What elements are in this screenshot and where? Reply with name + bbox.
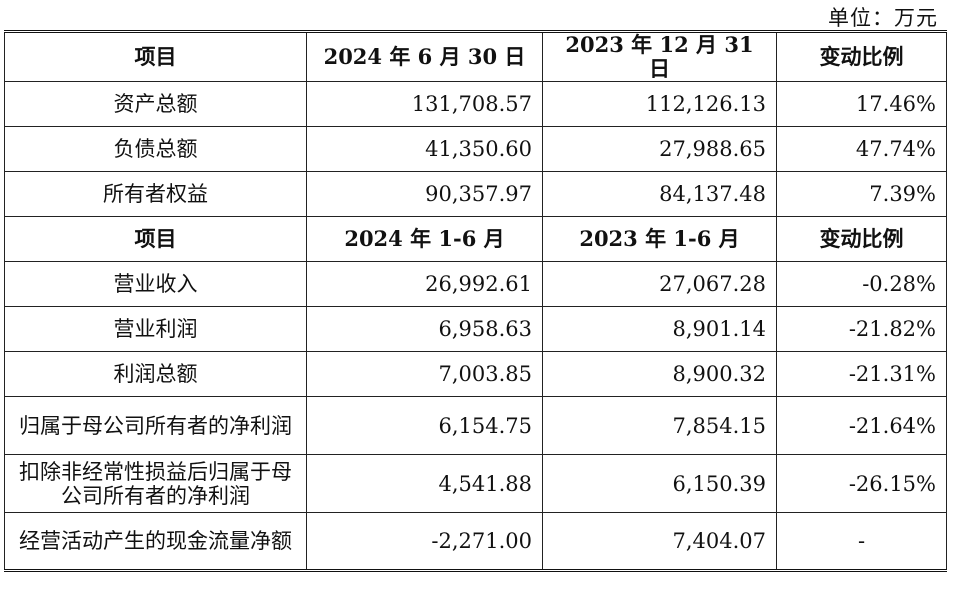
value-2024: 41,350.60 xyxy=(306,126,543,172)
header-item: 项目 xyxy=(4,216,307,262)
header-2024-h1: 2024 年 1-6 月 xyxy=(306,216,543,262)
income-header-row: 项目 2024 年 1-6 月 2023 年 1-6 月 变动比例 xyxy=(4,216,947,262)
value-2024: -2,271.00 xyxy=(306,512,543,571)
value-2023: 112,126.13 xyxy=(542,81,777,127)
header-change-ratio: 变动比例 xyxy=(776,216,947,262)
row-label: 资产总额 xyxy=(4,81,307,127)
value-2024: 6,958.63 xyxy=(306,306,543,352)
table-row: 营业收入 26,992.61 27,067.28 -0.28% xyxy=(4,261,947,307)
row-label: 扣除非经常性损益后归属于母公司所有者的净利润 xyxy=(4,454,307,513)
change-ratio: 47.74% xyxy=(776,126,947,172)
change-ratio: -26.15% xyxy=(776,454,947,513)
value-2023: 27,067.28 xyxy=(542,261,777,307)
row-label: 所有者权益 xyxy=(4,171,307,217)
value-2023: 84,137.48 xyxy=(542,171,777,217)
value-2023: 8,900.32 xyxy=(542,351,777,397)
row-label: 负债总额 xyxy=(4,126,307,172)
table-row: 营业利润 6,958.63 8,901.14 -21.82% xyxy=(4,306,947,352)
change-ratio: -0.28% xyxy=(776,261,947,307)
balance-header-row: 项目 2024 年 6 月 30 日 2023 年 12 月 31 日 变动比例 xyxy=(4,31,947,82)
row-label: 利润总额 xyxy=(4,351,307,397)
row-label: 归属于母公司所有者的净利润 xyxy=(4,396,307,455)
row-label: 营业利润 xyxy=(4,306,307,352)
value-2023: 7,404.07 xyxy=(542,512,777,571)
table-row: 负债总额 41,350.60 27,988.65 47.74% xyxy=(4,126,947,172)
table-row: 经营活动产生的现金流量净额 -2,271.00 7,404.07 - xyxy=(4,512,947,571)
value-2024: 131,708.57 xyxy=(306,81,543,127)
unit-label: 单位：万元 xyxy=(828,6,938,30)
value-2024: 90,357.97 xyxy=(306,171,543,217)
table-row: 所有者权益 90,357.97 84,137.48 7.39% xyxy=(4,171,947,217)
row-label: 经营活动产生的现金流量净额 xyxy=(4,512,307,571)
value-2023: 7,854.15 xyxy=(542,396,777,455)
value-2023: 8,901.14 xyxy=(542,306,777,352)
table-row: 利润总额 7,003.85 8,900.32 -21.31% xyxy=(4,351,947,397)
change-ratio: -21.64% xyxy=(776,396,947,455)
table-row: 扣除非经常性损益后归属于母公司所有者的净利润 4,541.88 6,150.39… xyxy=(4,454,947,513)
change-ratio: -21.31% xyxy=(776,351,947,397)
value-2023: 27,988.65 xyxy=(542,126,777,172)
value-2024: 4,541.88 xyxy=(306,454,543,513)
change-ratio: 7.39% xyxy=(776,171,947,217)
change-ratio: 17.46% xyxy=(776,81,947,127)
header-2023-12-31: 2023 年 12 月 31 日 xyxy=(542,31,777,82)
header-2024-06-30: 2024 年 6 月 30 日 xyxy=(306,31,543,82)
value-2023: 6,150.39 xyxy=(542,454,777,513)
value-2024: 26,992.61 xyxy=(306,261,543,307)
change-ratio: - xyxy=(776,512,947,571)
header-change-ratio: 变动比例 xyxy=(776,31,947,82)
header-2023-h1: 2023 年 1-6 月 xyxy=(542,216,777,262)
value-2024: 7,003.85 xyxy=(306,351,543,397)
table-row: 归属于母公司所有者的净利润 6,154.75 7,854.15 -21.64% xyxy=(4,396,947,455)
row-label: 营业收入 xyxy=(4,261,307,307)
financial-summary-table: 项目 2024 年 6 月 30 日 2023 年 12 月 31 日 变动比例… xyxy=(4,30,947,572)
table-row: 资产总额 131,708.57 112,126.13 17.46% xyxy=(4,81,947,127)
value-2024: 6,154.75 xyxy=(306,396,543,455)
header-item: 项目 xyxy=(4,31,307,82)
change-ratio: -21.82% xyxy=(776,306,947,352)
